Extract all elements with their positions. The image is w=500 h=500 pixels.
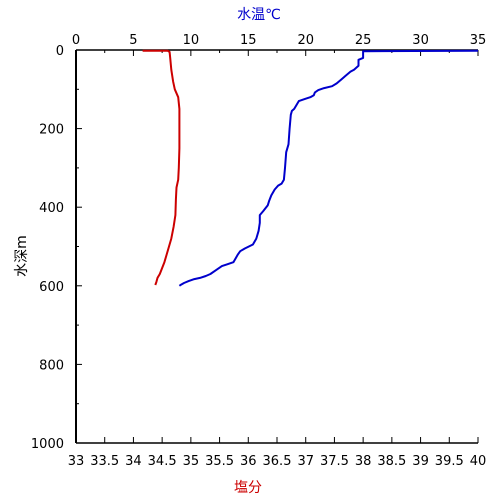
series-layer [142,49,479,287]
top-tick-label: 5 [129,33,137,48]
top-tick-label: 30 [412,33,429,48]
top-axis-title: 水温℃ [237,7,281,23]
bottom-tick-label: 33 [68,454,85,469]
left-tick-label: 200 [39,123,64,138]
bottom-tick-label: 33.5 [90,454,119,469]
left-tick-label: 400 [39,201,64,216]
bottom-tick-label: 35.5 [205,454,234,469]
left-tick-label: 0 [56,44,64,59]
left-tick-label: 600 [39,280,64,295]
left-tick-label: 1000 [31,437,64,452]
bottom-tick-label: 36 [240,454,257,469]
bottom-tick-label: 36.5 [263,454,292,469]
bottom-tick-label: 37.5 [320,454,349,469]
bottom-tick-label: 35 [183,454,200,469]
bottom-tick-label: 38.5 [377,454,406,469]
bottom-tick-label: 34.5 [148,454,177,469]
bottom-tick-label: 39 [412,454,429,469]
top-tick-label: 15 [240,33,257,48]
top-tick-label: 0 [72,33,80,48]
top-tick-label: 35 [470,33,487,48]
bottom-tick-label: 37 [297,454,314,469]
left-tick-label: 800 [39,358,64,373]
temperature-profile-line [178,49,479,287]
left-axis-title: 水深m [14,235,30,277]
top-tick-label: 20 [297,33,314,48]
bottom-tick-label: 40 [470,454,487,469]
bottom-axis-title: 塩分 [234,480,262,496]
axes-layer: 0 5 10 15 20 25 30 35 33 33.5 34 34.5 35 35.5 36 36.5 37… [31,33,486,469]
salinity-profile-line [142,49,181,286]
top-tick-label: 10 [183,33,200,48]
bottom-tick-label: 34 [125,454,142,469]
bottom-tick-label: 38 [355,454,372,469]
bottom-tick-label: 39.5 [435,454,464,469]
top-tick-label: 25 [355,33,372,48]
